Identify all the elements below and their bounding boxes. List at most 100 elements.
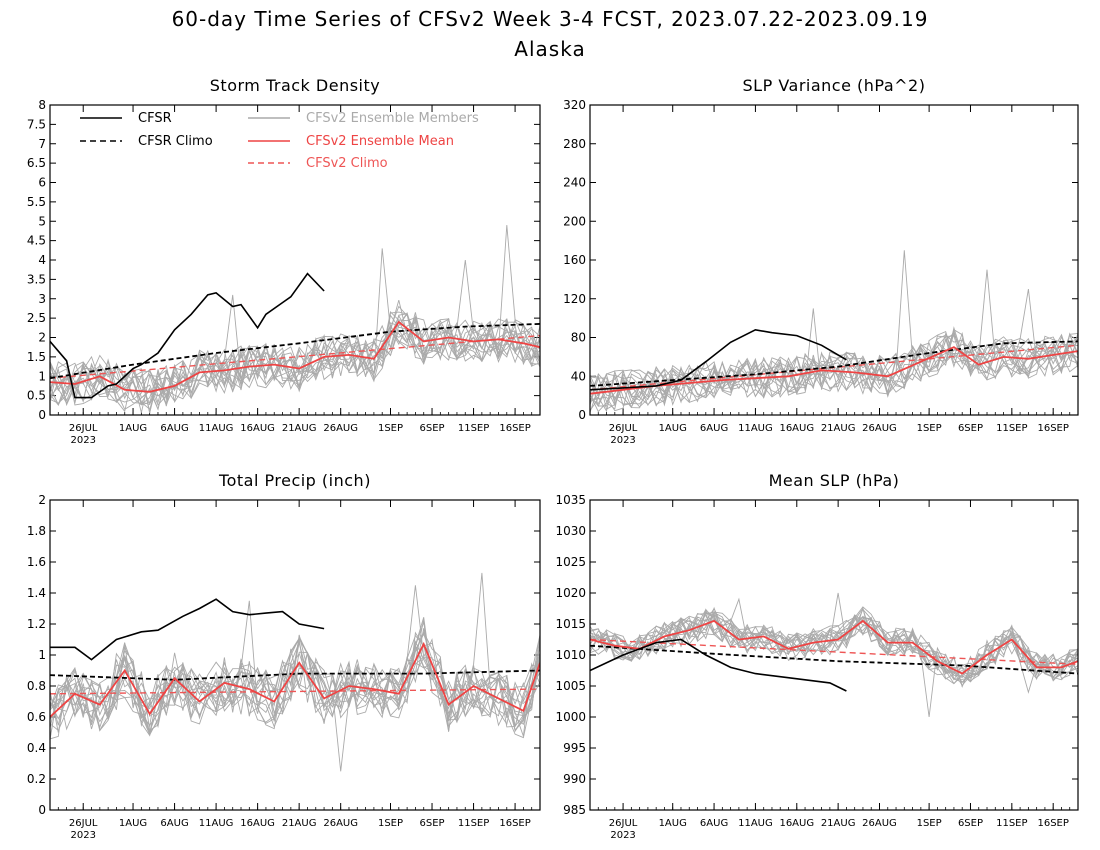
y-tick-label: 1 [38,369,46,383]
y-tick-label: 1.8 [27,524,46,538]
y-tick-label: 0 [578,408,586,422]
y-tick-label: 1030 [555,524,586,538]
x-tick-label: 16AUG [779,818,814,829]
legend-cfsr-climo-label: CFSR Climo [138,134,213,149]
x-tick-label: 6AUG [700,423,728,434]
y-tick-label: 1.5 [27,350,46,364]
ensemble-member-line [50,634,540,739]
y-tick-label: 0.5 [27,389,46,403]
figure-subtitle: Alaska [514,37,585,61]
legend-ens-mean-label: CFSv2 Ensemble Mean [306,134,454,149]
x-tick-label: 6SEP [420,423,445,434]
y-tick-label: 3 [38,292,46,306]
plot-area [590,592,1078,718]
cfsr-line [50,598,325,661]
ensemble-member-line [50,640,540,740]
y-tick-label: 40 [571,369,586,383]
panel-frame [49,499,541,811]
x-tick-label: 11AUG [738,818,773,829]
y-tick-label: 120 [563,292,586,306]
x-tick-label: 16SEP [499,818,530,829]
panel-3: Total Precip (inch) 0 0.2 0.4 0.6 0.8 1 1.2 1.4 1… [27,471,541,841]
ensemble-mean-line [50,320,540,393]
x-year-label: 2023 [610,830,635,841]
x-tick-label: 16AUG [779,423,814,434]
x-tick-label: 11SEP [458,423,489,434]
y-tick-label: 1025 [555,555,586,569]
panel-title: Total Precip (inch) [218,471,371,490]
x-tick-label: 11SEP [458,818,489,829]
x-tick-label: 26AUG [323,423,358,434]
x-tick-label: 1AUG [119,423,147,434]
ensemble-member-line [590,606,1078,681]
x-tick-label: 1SEP [378,423,403,434]
y-tick-label: 990 [563,772,586,786]
x-tick-label: 11AUG [199,423,234,434]
x-tick-label: 6AUG [700,818,728,829]
legend-cfsv2-climo-label: CFSv2 Climo [306,156,388,171]
x-tick-label: 26JUL [609,423,638,434]
panel-frame [589,499,1079,811]
y-tick-label: 1000 [555,710,586,724]
y-tick-label: 5.5 [27,195,46,209]
panel-4: Mean SLP (hPa) 985 990 995 1000 1005 1010 1015 1… [555,471,1079,841]
x-tick-label: 21AUG [282,423,317,434]
y-tick-label: 3.5 [27,272,46,286]
y-tick-label: 2 [38,331,46,345]
x-tick-label: 1AUG [119,818,147,829]
plot-area [50,572,540,772]
x-tick-label: 26AUG [323,818,358,829]
y-tick-label: 7.5 [27,117,46,131]
cfsr-climo-line [50,323,540,380]
x-tick-label: 11AUG [738,423,773,434]
ensemble-member-line [590,611,1078,679]
y-tick-label: 0.2 [27,772,46,786]
panel-frame [49,104,541,416]
x-tick-label: 11SEP [996,423,1027,434]
y-tick-label: 2 [38,493,46,507]
y-tick-label: 0.8 [27,679,46,693]
y-tick-label: 200 [563,214,586,228]
ensemble-member-line [590,611,1078,680]
cfsv2-climo-line [50,688,540,695]
y-tick-label: 4.5 [27,234,46,248]
y-tick-label: 1.6 [27,555,46,569]
y-tick-label: 7 [38,137,46,151]
x-tick-label: 1AUG [659,423,687,434]
y-tick-label: 985 [563,803,586,817]
ensemble-member-line [50,635,540,733]
x-tick-label: 16AUG [240,818,275,829]
ensemble-member-line [50,299,540,405]
x-tick-label: 11SEP [996,818,1027,829]
panel-title: Storm Track Density [210,76,380,95]
x-tick-label: 16SEP [499,423,530,434]
legend: CFSR CFSR Climo CFSv2 Ensemble Members CFSv… [80,111,479,171]
x-tick-label: 1SEP [378,818,403,829]
y-tick-label: 160 [563,253,586,267]
ensemble-member-line [50,318,540,410]
cfsr-climo-line [50,669,540,681]
x-tick-label: 26JUL [69,423,98,434]
x-tick-label: 1AUG [659,818,687,829]
y-tick-label: 2.5 [27,311,46,325]
x-tick-label: 6SEP [420,818,445,829]
x-tick-label: 21AUG [282,818,317,829]
y-tick-label: 0.6 [27,710,46,724]
panel-2: SLP Variance (hPa^2) 0 40 80 120 160 200 240 280… [563,76,1079,446]
plot-area [590,250,1078,413]
ensemble-member-line [50,314,540,406]
y-tick-label: 1020 [555,586,586,600]
ensemble-mean-line [590,619,1078,675]
x-year-label: 2023 [70,830,95,841]
cfsr-line [590,638,847,692]
x-tick-label: 26AUG [862,818,897,829]
y-tick-label: 280 [563,137,586,151]
x-tick-label: 26JUL [69,818,98,829]
x-tick-label: 16AUG [240,423,275,434]
ensemble-member-line [50,305,540,405]
x-tick-label: 6SEP [958,818,983,829]
legend-members-label: CFSv2 Ensemble Members [306,111,479,126]
y-tick-label: 1.4 [27,586,46,600]
y-tick-label: 1035 [555,493,586,507]
